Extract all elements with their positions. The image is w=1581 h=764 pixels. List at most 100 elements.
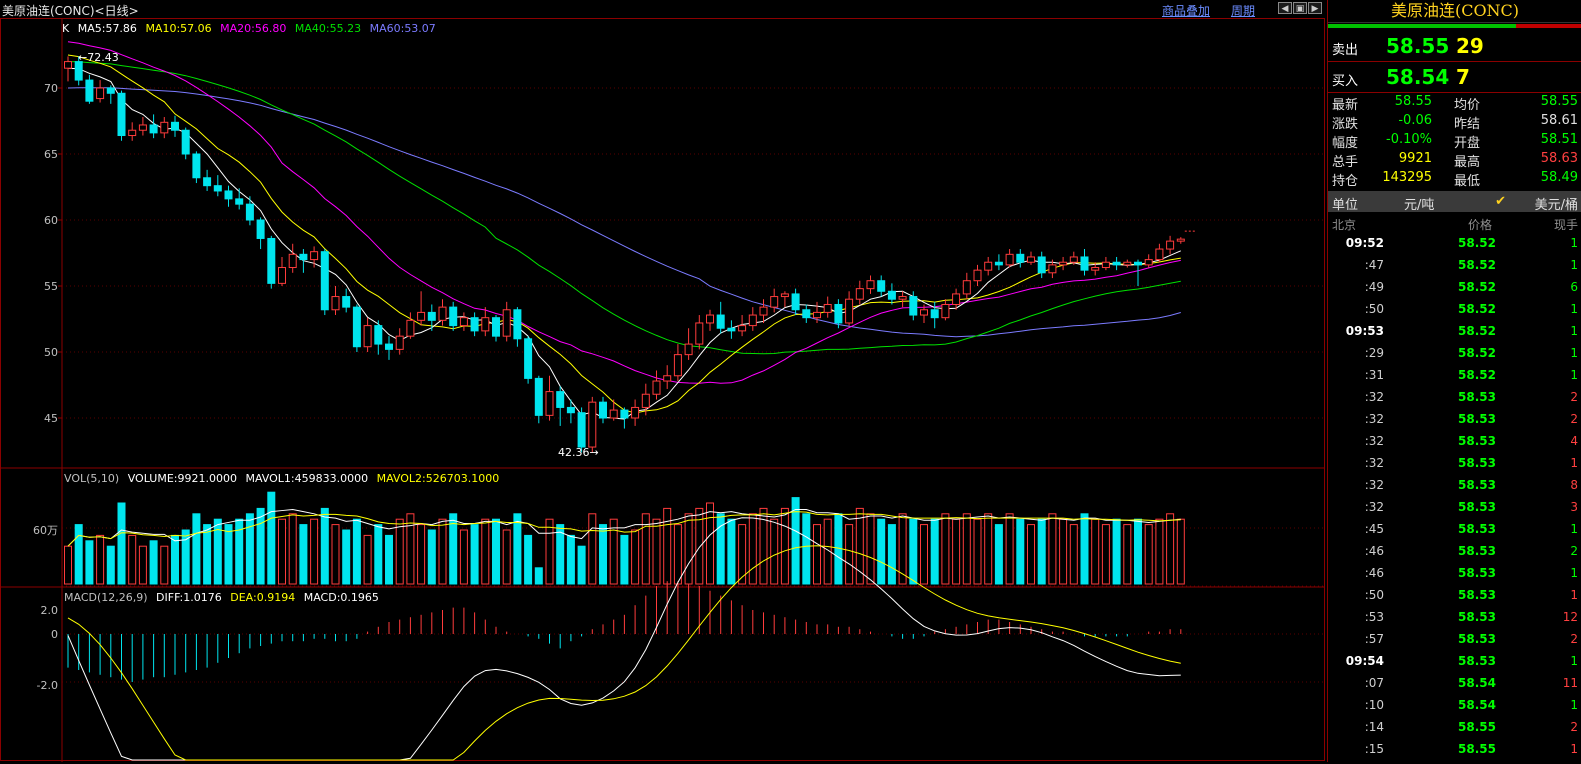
- overlay-commodity-link[interactable]: 商品叠加: [1162, 4, 1211, 18]
- candle-down: [385, 343, 393, 350]
- volume-bar-up: [160, 545, 169, 585]
- candle-up: [96, 87, 105, 100]
- unit-option-usd-per-barrel[interactable]: 美元/桶: [1534, 198, 1578, 213]
- tick-price: 58.53: [1458, 566, 1496, 580]
- tick-row: :57 58.53 2: [1328, 632, 1581, 654]
- volume-bar-up: [459, 529, 468, 585]
- diff-label: DIFF:1.0176: [156, 591, 222, 604]
- volume-bar-up: [363, 534, 372, 585]
- candle-up: [363, 325, 372, 348]
- volume-bar-down: [470, 524, 479, 585]
- mavol1-label: MAVOL1:459833.0000: [245, 472, 369, 485]
- volume-bar-down: [930, 518, 939, 585]
- tick-time: 09:54: [1345, 654, 1384, 668]
- stat-k2: 开盘: [1454, 136, 1481, 151]
- unit-bar: 单位 元/吨 ✔ 美元/桶: [1328, 191, 1581, 213]
- candle-down: [1134, 261, 1142, 266]
- tick-time: :14: [1364, 720, 1384, 734]
- tick-time: :31: [1364, 368, 1384, 382]
- candle-up: [1091, 267, 1100, 271]
- tick-qty: 2: [1570, 720, 1578, 734]
- price-tick-70: 70: [44, 82, 58, 95]
- volume-bar-up: [288, 513, 297, 585]
- divider: [1328, 92, 1581, 93]
- volume-bar-down: [994, 524, 1003, 585]
- stats-row: 涨跌 -0.06 昨结 58.61: [1328, 113, 1581, 133]
- price-tick-55: 55: [44, 280, 58, 293]
- volume-bar-down: [577, 545, 586, 585]
- volume-bar-down: [1016, 518, 1025, 585]
- candle-up: [288, 253, 297, 269]
- candle-up: [502, 309, 511, 337]
- volume-bar-down: [599, 524, 607, 585]
- volume-bar-down: [1134, 518, 1142, 585]
- volume-bar-up: [920, 524, 928, 585]
- tick-time: :46: [1364, 544, 1384, 558]
- volume-bar-up: [813, 524, 821, 585]
- volume-bar-up: [1176, 518, 1185, 585]
- candle-up: [759, 306, 768, 316]
- candle-up: [1144, 259, 1153, 266]
- tick-price: 58.52: [1458, 236, 1496, 250]
- period-link[interactable]: 周期: [1231, 4, 1256, 18]
- tick-row: :32 58.53 2: [1328, 390, 1581, 412]
- candle-up: [855, 288, 864, 300]
- candle-up: [1101, 261, 1110, 269]
- macd-legend: MACD(12,26,9) DIFF:1.0176 DEA:0.9194 MAC…: [64, 591, 384, 604]
- tick-price: 58.53: [1458, 632, 1496, 646]
- tick-price: 58.52: [1458, 280, 1496, 294]
- tick-qty: 2: [1570, 544, 1578, 558]
- volume-bar-up: [417, 524, 426, 585]
- tick-qty: 1: [1570, 522, 1578, 536]
- volume-bar-up: [1027, 524, 1035, 585]
- candle-up: [641, 393, 650, 408]
- candle-up: [1123, 261, 1132, 266]
- buy-volume: 7: [1456, 65, 1470, 89]
- stat-v1: 143295: [1382, 170, 1432, 185]
- volume-bar-down: [256, 507, 265, 585]
- candle-down: [256, 219, 265, 239]
- volume-bar-down: [877, 518, 886, 585]
- volume-bar-up: [1048, 513, 1057, 585]
- unit-option-yuan-per-ton[interactable]: 元/吨: [1404, 198, 1435, 213]
- candle-up: [331, 296, 340, 311]
- volume-bar-down: [149, 540, 158, 585]
- stat-k1: 总手: [1332, 155, 1359, 170]
- volume-bar-down: [802, 513, 811, 585]
- stat-v2: 58.63: [1540, 151, 1578, 166]
- volume-bar-down: [171, 534, 179, 585]
- candle-down: [320, 251, 329, 311]
- volume-bar-down: [320, 507, 329, 585]
- zoom-out-button[interactable]: ◀: [1278, 2, 1292, 14]
- tick-qty: 8: [1570, 478, 1578, 492]
- tick-price: 58.52: [1458, 258, 1496, 272]
- volume-bar-up: [395, 518, 404, 585]
- volume-bar-down: [181, 529, 190, 585]
- tick-time: :47: [1364, 258, 1384, 272]
- tick-price: 58.53: [1458, 500, 1496, 514]
- restore-button[interactable]: ▣: [1293, 2, 1307, 14]
- price-tick-65: 65: [44, 148, 58, 161]
- chart-title-bar: 美原油连(CONC)<日线> 商品叠加 周期 ◀ ▣ ▶: [0, 0, 1325, 18]
- candle-up: [417, 311, 426, 321]
- stat-v2: 58.61: [1540, 113, 1578, 128]
- candle-up: [481, 317, 490, 332]
- tick-qty: 6: [1570, 280, 1578, 294]
- volume-bar-up: [663, 507, 672, 585]
- candle-down: [149, 124, 158, 134]
- tick-qty: 2: [1570, 412, 1578, 426]
- candle-down: [85, 79, 94, 102]
- candle-up: [1166, 240, 1175, 250]
- volume-bar-down: [1080, 513, 1089, 585]
- volume-bar-up: [973, 518, 982, 585]
- low-callout: 42.36→: [558, 446, 599, 459]
- candle-down: [352, 306, 361, 348]
- tick-price: 58.55: [1458, 720, 1496, 734]
- tick-time: 09:53: [1345, 324, 1384, 338]
- zoom-in-button[interactable]: ▶: [1308, 2, 1322, 14]
- candle-down: [213, 185, 222, 192]
- kline-chart[interactable]: [0, 0, 1326, 762]
- tick-qty: 3: [1570, 500, 1578, 514]
- volume-bar-up: [609, 518, 618, 585]
- candle-up: [845, 298, 854, 324]
